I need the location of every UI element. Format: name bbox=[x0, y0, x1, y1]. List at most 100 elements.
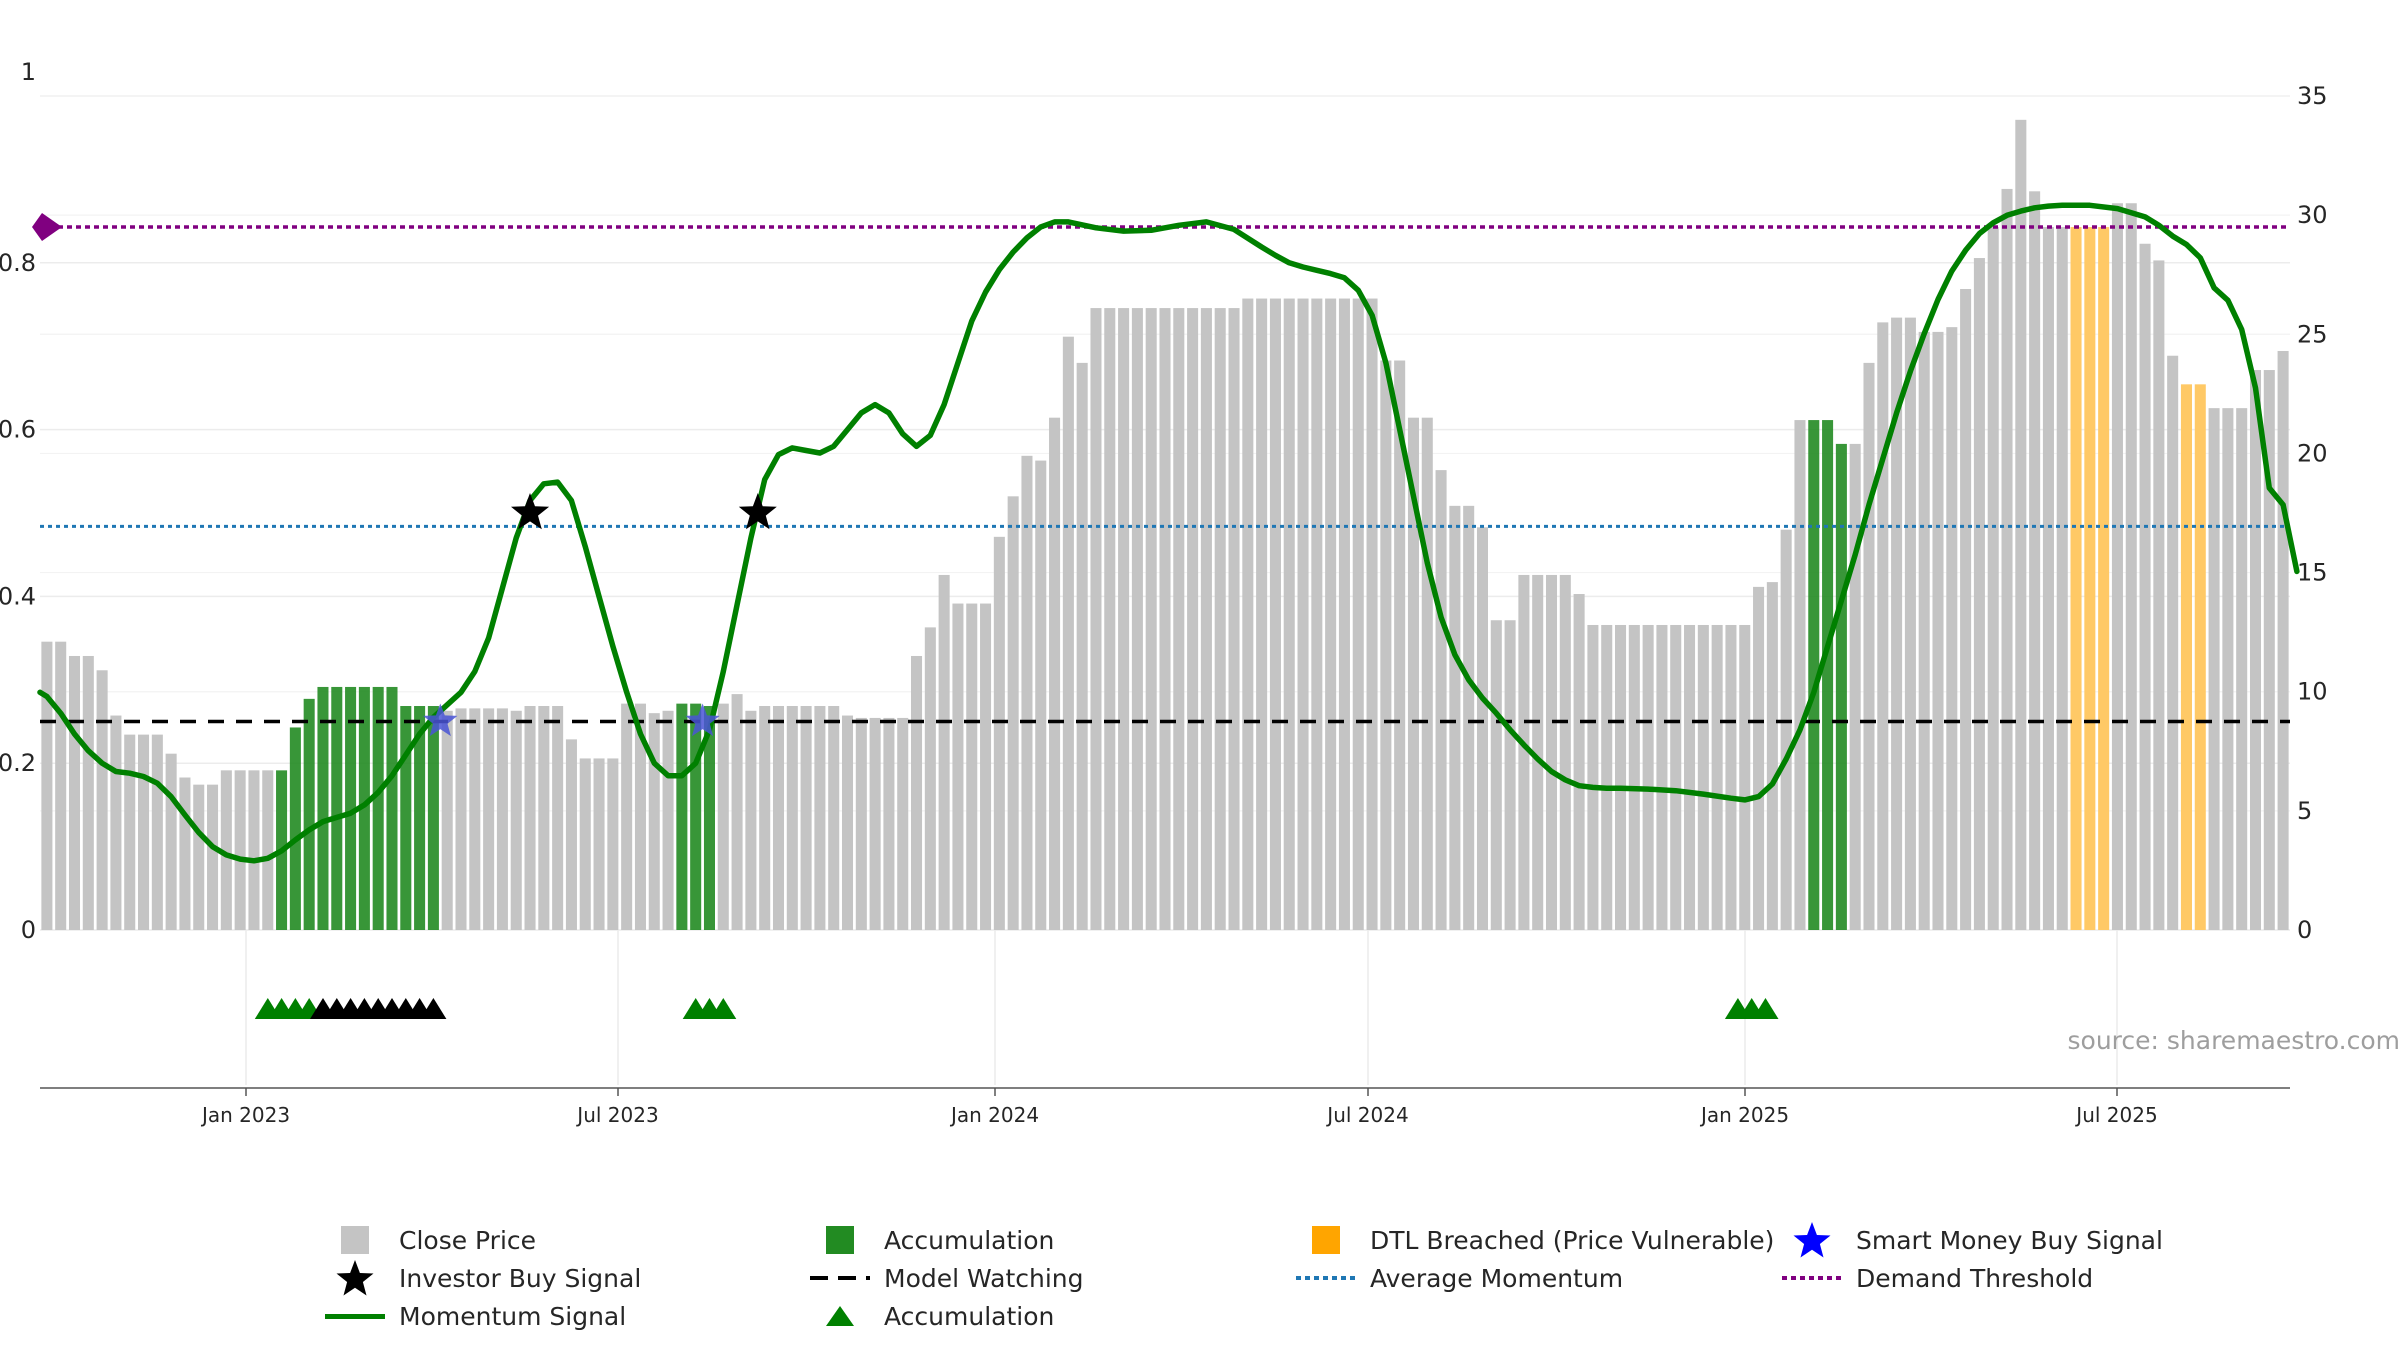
close-price-bar bbox=[1463, 505, 1475, 930]
legend-label-accumulation-bar: Accumulation bbox=[884, 1225, 1055, 1255]
close-price-bar bbox=[1559, 574, 1571, 930]
close-price-bar bbox=[1283, 298, 1295, 930]
close-price-bar bbox=[1960, 289, 1972, 930]
accumulation-triangle-black bbox=[420, 998, 447, 1019]
legend-swatch-dtl-breached bbox=[1296, 1222, 1356, 1258]
close-price-bars bbox=[41, 119, 2289, 931]
accumulation-bar bbox=[372, 686, 384, 930]
close-price-bar bbox=[1104, 308, 1116, 930]
close-price-bar bbox=[1352, 298, 1364, 930]
right-axis-tick-label: 10 bbox=[2297, 678, 2328, 706]
close-price-bar bbox=[82, 655, 94, 930]
close-price-bar bbox=[1214, 308, 1226, 930]
close-price-bar bbox=[1366, 298, 1378, 930]
close-price-bar bbox=[1269, 298, 1281, 930]
close-price-bar bbox=[1670, 624, 1682, 930]
close-price-bar bbox=[1435, 470, 1447, 930]
close-price-bar bbox=[593, 758, 605, 930]
momentum-signal-line bbox=[37, 202, 2300, 864]
close-price-bar bbox=[1904, 317, 1916, 930]
accumulation-bar bbox=[1808, 420, 1820, 930]
accumulation-bar bbox=[331, 686, 343, 930]
close-price-bar bbox=[1118, 308, 1130, 930]
legend-label-smart-money: Smart Money Buy Signal bbox=[1856, 1225, 2163, 1255]
close-price-bar bbox=[1200, 308, 1212, 930]
close-price-bar bbox=[1739, 624, 1751, 930]
close-price-bar bbox=[1545, 574, 1558, 930]
close-price-bar bbox=[993, 536, 1005, 930]
axes: Jan 2023 Jul 2023 Jan 2024 Jul 2024 Jan 2025… bbox=[0, 58, 2328, 1127]
close-price-bar bbox=[1325, 298, 1337, 930]
star-icon bbox=[1782, 1222, 1842, 1258]
close-price-bar bbox=[1587, 624, 1599, 930]
close-price-bar bbox=[1628, 624, 1640, 930]
close-price-bar bbox=[124, 734, 136, 930]
close-price-bar bbox=[1007, 496, 1019, 930]
legend-item-investor-buy-signal: Investor Buy Signal bbox=[325, 1260, 641, 1296]
close-price-bar bbox=[924, 627, 936, 930]
close-price-bar bbox=[1918, 331, 1930, 930]
close-price-bar bbox=[2001, 188, 2013, 930]
dtl-breached-bar bbox=[2098, 227, 2110, 930]
legend-item-dtl-breached: DTL Breached (Price Vulnerable) bbox=[1296, 1222, 1774, 1258]
close-price-bar bbox=[1946, 327, 1958, 930]
close-price-bar bbox=[1297, 298, 1309, 930]
close-price-bar bbox=[2167, 355, 2179, 931]
close-price-bar bbox=[2029, 191, 2041, 930]
close-price-bar bbox=[1766, 582, 1778, 930]
x-tick-label: Jan 2025 bbox=[1699, 1103, 1789, 1127]
source-label: source: sharemaestro.com bbox=[2068, 1026, 2400, 1055]
legend-label-accumulation-triangle: Accumulation bbox=[884, 1301, 1055, 1331]
close-price-bar bbox=[2153, 260, 2165, 930]
close-price-bar bbox=[55, 641, 67, 930]
demand-threshold-marker bbox=[32, 212, 62, 241]
legend-item-momentum-signal: Momentum Signal bbox=[325, 1298, 626, 1334]
close-price-bar bbox=[2042, 227, 2054, 930]
close-price-bar bbox=[1504, 620, 1516, 930]
close-price-bar bbox=[759, 706, 771, 930]
close-price-bar bbox=[2139, 243, 2151, 931]
x-tick-label: Jan 2024 bbox=[949, 1103, 1039, 1127]
close-price-bar bbox=[1725, 624, 1737, 930]
close-price-bar bbox=[814, 706, 826, 930]
accumulation-bar bbox=[1822, 420, 1834, 930]
investor-buy-signal-star bbox=[738, 493, 777, 530]
x-tick-label: Jul 2023 bbox=[575, 1103, 658, 1127]
triangle-icon bbox=[810, 1298, 870, 1334]
legend-label-dtl-breached: DTL Breached (Price Vulnerable) bbox=[1370, 1225, 1775, 1255]
close-price-bar bbox=[731, 694, 743, 930]
close-price-bar bbox=[786, 706, 798, 930]
close-price-bar bbox=[1877, 322, 1889, 930]
close-price-bar bbox=[1863, 362, 1875, 930]
accumulation-bar bbox=[345, 686, 357, 930]
smart-money-buy-signal-star bbox=[685, 703, 720, 737]
close-price-bar bbox=[538, 706, 550, 930]
legend-label-close-price: Close Price bbox=[399, 1225, 537, 1255]
close-price-bar bbox=[510, 710, 522, 930]
close-price-bar bbox=[1338, 298, 1350, 930]
close-price-bar bbox=[2056, 227, 2068, 930]
close-price-bar bbox=[1173, 308, 1185, 930]
close-price-bar bbox=[1684, 624, 1696, 930]
close-price-bar bbox=[800, 706, 812, 930]
close-price-bar bbox=[1035, 460, 1047, 930]
close-price-bar bbox=[1090, 308, 1102, 930]
close-price-bar bbox=[1476, 527, 1488, 930]
investor-buy-signal-star bbox=[511, 493, 550, 530]
close-price-bar bbox=[524, 706, 536, 930]
close-price-bar bbox=[1518, 574, 1530, 930]
close-price-bar bbox=[220, 770, 232, 930]
close-price-bar bbox=[193, 784, 205, 930]
close-price-bar bbox=[1159, 308, 1171, 930]
close-price-bar bbox=[883, 717, 895, 930]
close-price-bar bbox=[621, 703, 633, 930]
accumulation-triangle bbox=[710, 998, 737, 1019]
close-price-bar bbox=[966, 603, 978, 930]
close-price-bar bbox=[68, 655, 81, 930]
close-price-bar bbox=[717, 703, 729, 930]
close-price-bar bbox=[1711, 624, 1723, 930]
right-axis-tick-label: 25 bbox=[2297, 320, 2328, 348]
close-price-bar bbox=[179, 777, 191, 930]
close-price-bar bbox=[1256, 298, 1268, 930]
legend-label-investor-buy-signal: Investor Buy Signal bbox=[399, 1263, 642, 1293]
